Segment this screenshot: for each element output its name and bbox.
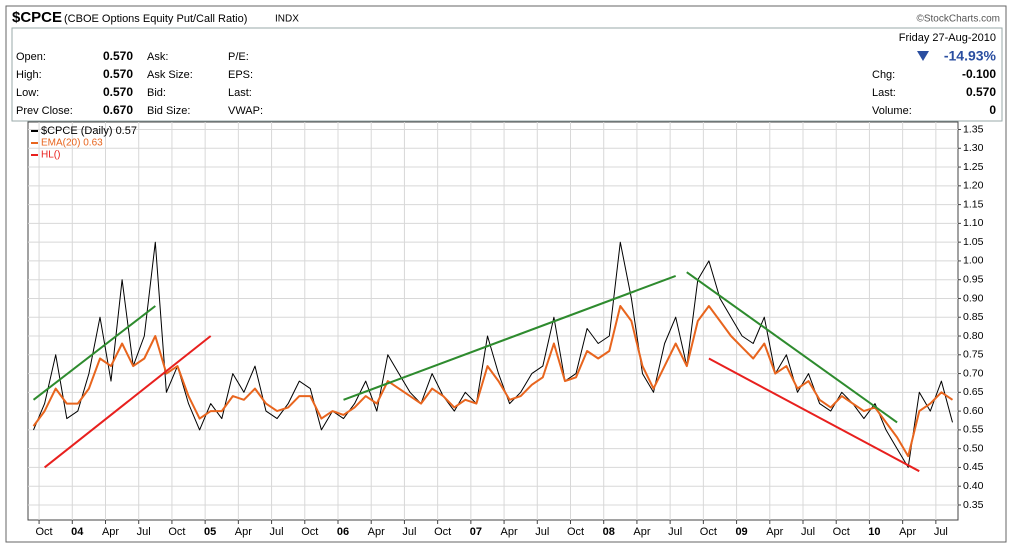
y-tick-label: 0.35 bbox=[963, 499, 984, 511]
x-tick-label: Oct bbox=[301, 526, 318, 538]
y-tick-label: 0.45 bbox=[963, 461, 984, 473]
field-label: High: bbox=[16, 69, 42, 81]
trend-line bbox=[32, 305, 156, 401]
legend-label: EMA(20) 0.63 bbox=[41, 138, 103, 149]
x-tick-label: Oct bbox=[434, 526, 451, 538]
y-tick-label: 0.80 bbox=[963, 330, 984, 342]
quote-box bbox=[11, 27, 1003, 122]
x-tick-label: 04 bbox=[71, 526, 84, 538]
y-tick-label: 0.65 bbox=[963, 386, 984, 398]
y-tick-label: 1.20 bbox=[963, 180, 984, 192]
x-tick-label: Jul bbox=[402, 526, 416, 538]
legend-label: HL() bbox=[41, 150, 60, 161]
field-label: Bid Size: bbox=[147, 105, 190, 117]
x-tick-label: Apr bbox=[235, 526, 252, 538]
x-tick-label: 10 bbox=[868, 526, 880, 538]
x-tick-label: Oct bbox=[700, 526, 717, 538]
y-tick-label: 0.95 bbox=[963, 273, 984, 285]
date: Friday 27-Aug-2010 bbox=[899, 32, 996, 44]
x-tick-label: Jul bbox=[137, 526, 151, 538]
trend-line bbox=[343, 275, 677, 401]
y-tick-label: 0.70 bbox=[963, 367, 984, 379]
field-value: 0.570 bbox=[103, 85, 133, 99]
y-tick-label: 0.60 bbox=[963, 405, 984, 417]
x-tick-label: 06 bbox=[337, 526, 349, 538]
y-tick-label: 1.00 bbox=[963, 255, 984, 267]
field-label: Prev Close: bbox=[16, 105, 73, 117]
y-tick-label: 1.30 bbox=[963, 142, 984, 154]
x-tick-label: Jul bbox=[801, 526, 815, 538]
y-tick-label: 0.75 bbox=[963, 349, 984, 361]
field-label: Volume: bbox=[872, 105, 912, 117]
field-label: P/E: bbox=[228, 51, 249, 63]
field-value: 0.570 bbox=[966, 85, 996, 99]
exchange: INDX bbox=[275, 14, 299, 25]
x-tick-label: Jul bbox=[535, 526, 549, 538]
change-pct: -14.93% bbox=[944, 48, 997, 64]
series-line bbox=[32, 305, 954, 458]
x-tick-label: Apr bbox=[501, 526, 518, 538]
field-value: -0.100 bbox=[962, 67, 996, 81]
field-label: Ask Size: bbox=[147, 69, 193, 81]
x-tick-label: Oct bbox=[36, 526, 53, 538]
field-value: 0 bbox=[989, 103, 996, 117]
series-line bbox=[33, 241, 953, 468]
x-tick-label: Jul bbox=[668, 526, 682, 538]
x-tick-label: Jul bbox=[934, 526, 948, 538]
trend-line bbox=[686, 271, 898, 424]
y-tick-label: 1.15 bbox=[963, 198, 984, 210]
x-tick-label: Apr bbox=[766, 526, 783, 538]
y-tick-label: 0.85 bbox=[963, 311, 984, 323]
y-tick-label: 1.10 bbox=[963, 217, 984, 229]
x-tick-label: 07 bbox=[470, 526, 482, 538]
plot-area bbox=[27, 121, 959, 521]
x-tick-label: Oct bbox=[833, 526, 850, 538]
trend-line bbox=[708, 357, 920, 473]
x-tick-label: 08 bbox=[603, 526, 615, 538]
field-value: 0.670 bbox=[103, 103, 133, 117]
credit: ©StockCharts.com bbox=[916, 14, 1000, 25]
field-label: VWAP: bbox=[228, 105, 263, 117]
y-tick-label: 1.35 bbox=[963, 123, 984, 135]
field-label: Low: bbox=[16, 87, 39, 99]
x-tick-label: Oct bbox=[168, 526, 185, 538]
field-label: Chg: bbox=[872, 69, 895, 81]
y-tick-label: 0.40 bbox=[963, 480, 984, 492]
field-value: 0.570 bbox=[103, 67, 133, 81]
x-tick-label: Apr bbox=[899, 526, 916, 538]
field-label: Open: bbox=[16, 51, 46, 63]
field-label: Last: bbox=[228, 87, 252, 99]
y-tick-label: 1.05 bbox=[963, 236, 984, 248]
x-tick-label: Apr bbox=[633, 526, 650, 538]
x-tick-label: 05 bbox=[204, 526, 216, 538]
down-arrow bbox=[917, 51, 929, 61]
field-label: Ask: bbox=[147, 51, 168, 63]
legend-label: $CPCE (Daily) 0.57 bbox=[41, 125, 137, 137]
x-tick-label: Apr bbox=[102, 526, 119, 538]
field-label: Last: bbox=[872, 87, 896, 99]
field-value: 0.570 bbox=[103, 49, 133, 63]
x-tick-label: Oct bbox=[567, 526, 584, 538]
symbol: $CPCE bbox=[12, 9, 62, 26]
y-tick-label: 0.55 bbox=[963, 424, 984, 436]
y-tick-label: 0.90 bbox=[963, 292, 984, 304]
field-label: Bid: bbox=[147, 87, 166, 99]
field-label: EPS: bbox=[228, 69, 253, 81]
y-tick-label: 1.25 bbox=[963, 161, 984, 173]
x-tick-label: Apr bbox=[368, 526, 385, 538]
x-tick-label: 09 bbox=[735, 526, 747, 538]
trend-line bbox=[43, 335, 212, 469]
subtitle: (CBOE Options Equity Put/Call Ratio) bbox=[64, 13, 247, 25]
y-tick-label: 0.50 bbox=[963, 442, 984, 454]
x-tick-label: Jul bbox=[270, 526, 284, 538]
